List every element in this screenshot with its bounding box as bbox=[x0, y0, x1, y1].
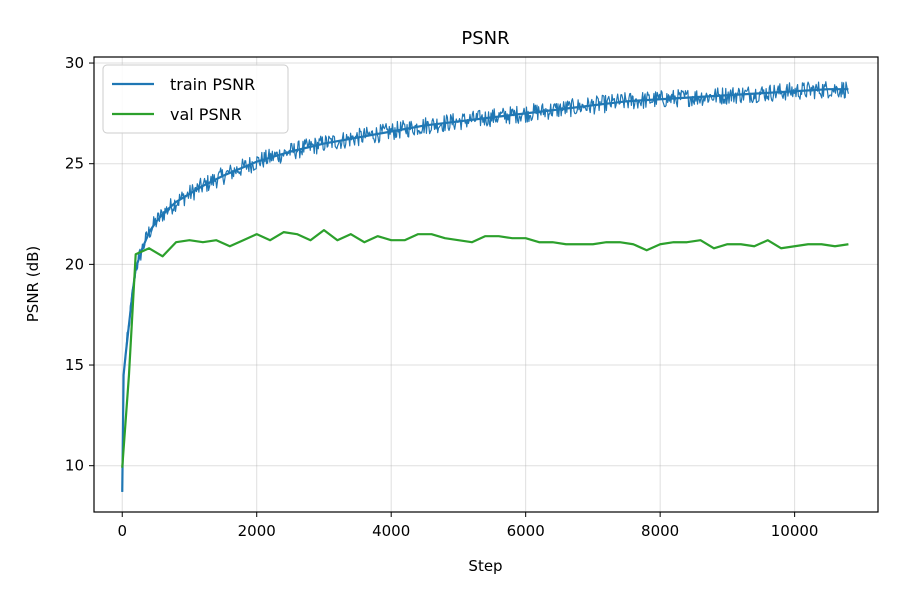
legend: train PSNR val PSNR bbox=[102, 64, 289, 134]
legend-label-val-psnr: val PSNR bbox=[170, 105, 242, 124]
x-tick-label: 8000 bbox=[641, 522, 679, 540]
x-tick-label: 6000 bbox=[507, 522, 545, 540]
ticks: 0 2000 4000 6000 8000 10000 10 15 20 25 30 bbox=[65, 54, 819, 540]
y-tick-label: 10 bbox=[65, 457, 84, 475]
x-tick-label: 10000 bbox=[771, 522, 819, 540]
legend-box bbox=[102, 64, 289, 134]
train-psnr-line bbox=[121, 88, 849, 492]
x-tick-label: 0 bbox=[117, 522, 127, 540]
x-tick-label: 4000 bbox=[372, 522, 410, 540]
series-layer bbox=[121, 81, 850, 492]
grid bbox=[94, 57, 878, 512]
legend-label-train-psnr: train PSNR bbox=[170, 75, 255, 94]
x-tick-label: 2000 bbox=[238, 522, 276, 540]
val-psnr-line bbox=[121, 229, 849, 468]
x-axis-label: Step bbox=[468, 557, 502, 575]
y-tick-label: 30 bbox=[65, 54, 84, 72]
y-tick-label: 15 bbox=[65, 356, 84, 374]
y-tick-label: 25 bbox=[65, 155, 84, 173]
y-tick-label: 20 bbox=[65, 255, 84, 273]
plot-frame bbox=[93, 56, 879, 513]
y-axis-label: PSNR (dB) bbox=[24, 246, 42, 323]
train-psnr-noise-band bbox=[121, 81, 850, 492]
chart-title: PSNR bbox=[461, 28, 509, 49]
